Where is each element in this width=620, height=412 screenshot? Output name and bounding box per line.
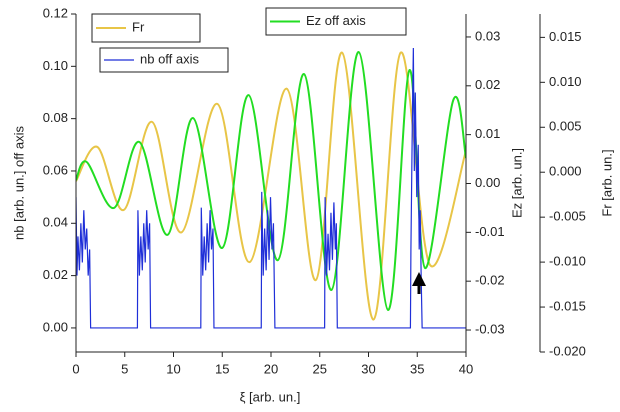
x-tick-label: 10 [166, 361, 180, 376]
y-axis-title: nb [arb. un.] off axis [11, 126, 26, 240]
y3-tick-label: -0.005 [549, 209, 586, 224]
series-line [76, 51, 466, 321]
y2-tick-label: -0.01 [475, 224, 505, 239]
y-tick-label: 0.00 [43, 319, 68, 334]
legend-item: nb off axis [99, 47, 229, 73]
x-tick-label: 15 [215, 361, 229, 376]
x-tick-label: 20 [264, 361, 278, 376]
legend-label: Fr [132, 19, 145, 34]
y-tick-label: 0.02 [43, 267, 68, 282]
y3-tick-label: 0.015 [549, 29, 582, 44]
x-tick-label: 40 [459, 361, 473, 376]
y2-tick-label: -0.02 [475, 273, 505, 288]
legend-label: Ez off axis [306, 13, 366, 28]
legend-label: nb off axis [140, 51, 200, 66]
y2-tick-label: 0.03 [475, 28, 500, 43]
y3-tick-label: -0.015 [549, 298, 586, 313]
y2-tick-label: 0.00 [475, 175, 500, 190]
y3-tick-label: 0.000 [549, 164, 582, 179]
y3-axis-title: Fr [arb. un.] [599, 149, 614, 216]
y2-axis-title: Ez [arb. un.] [509, 148, 524, 218]
y2-tick-label: 0.01 [475, 126, 500, 141]
y-tick-label: 0.10 [43, 58, 68, 73]
y-tick-label: 0.08 [43, 110, 68, 125]
x-axis-title: ξ [arb. un.] [240, 389, 301, 404]
y-tick-label: 0.12 [43, 5, 68, 20]
x-tick-label: 0 [72, 361, 79, 376]
plot-area [76, 48, 466, 329]
y-tick-label: 0.04 [43, 215, 68, 230]
y3-tick-label: 0.005 [549, 119, 582, 134]
x-tick-label: 35 [410, 361, 424, 376]
y3-tick-label: -0.020 [549, 343, 586, 358]
series-line [76, 48, 466, 329]
y2-tick-label: -0.03 [475, 321, 505, 336]
y3-tick-label: -0.010 [549, 254, 586, 269]
y2-tick-label: 0.02 [475, 77, 500, 92]
legend-item: Ez off axis [265, 7, 407, 36]
x-tick-label: 30 [361, 361, 375, 376]
x-tick-label: 5 [121, 361, 128, 376]
arrow-annotation [412, 272, 426, 294]
legend-item: Fr [91, 13, 201, 43]
y-tick-label: 0.06 [43, 162, 68, 177]
x-tick-label: 25 [313, 361, 327, 376]
y3-tick-label: 0.010 [549, 74, 582, 89]
